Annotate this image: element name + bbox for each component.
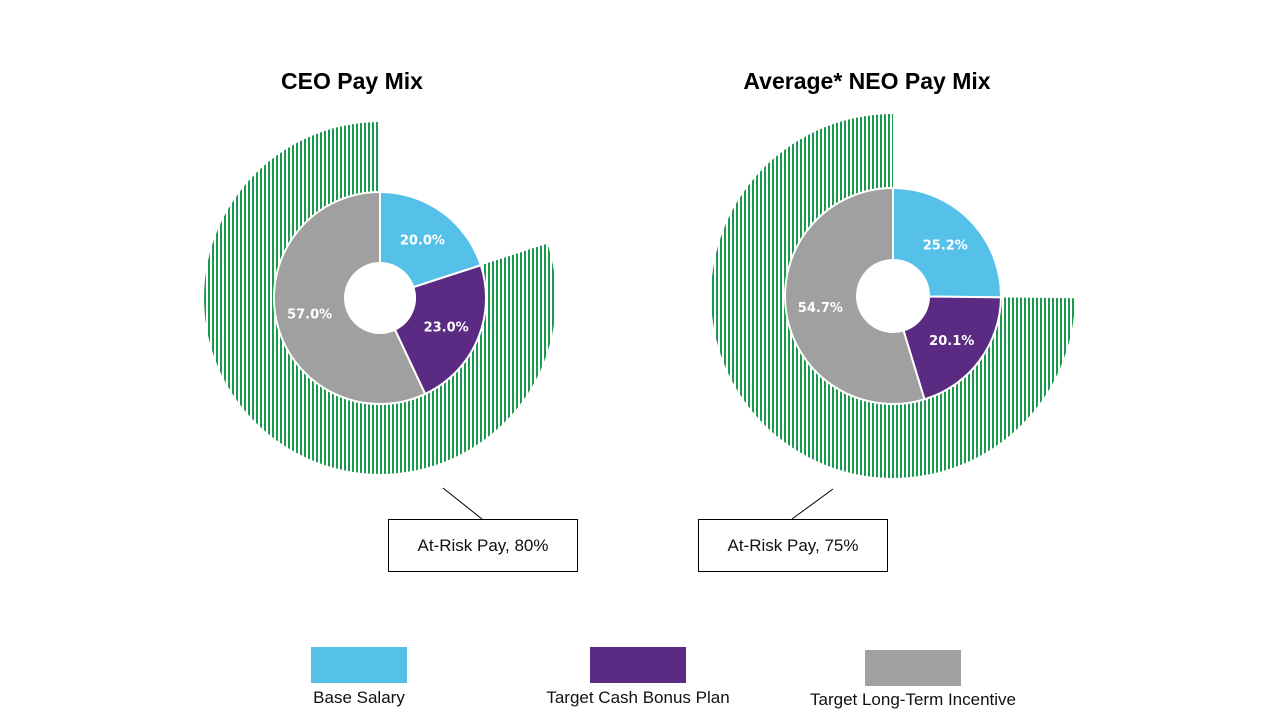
neo-data-label-cash-bonus: 20.1% <box>929 334 974 349</box>
neo-data-label-lti: 54.7% <box>798 301 843 316</box>
neo-slice-cash-bonus <box>902 295 1003 401</box>
legend-swatch <box>311 647 407 683</box>
neo-at-risk-callout: At-Risk Pay, 75% <box>698 519 888 572</box>
neo-data-label-base-salary: 25.2% <box>923 238 968 253</box>
neo-at-risk-ring <box>711 114 1075 478</box>
neo-callout-leader <box>791 488 834 520</box>
ceo-at-risk-callout: At-Risk Pay, 80% <box>388 519 578 572</box>
ceo-slice-base-salary <box>379 190 483 289</box>
neo-slice-base-salary <box>892 186 1002 299</box>
ceo-data-label-lti: 57.0% <box>287 308 332 323</box>
ceo-callout-leader <box>442 487 483 520</box>
ceo-slice-cash-bonus <box>393 263 487 396</box>
ceo-chart-title: CEO Pay Mix <box>281 68 423 94</box>
ceo-at-risk-ring <box>204 122 557 474</box>
ceo-data-label-cash-bonus: 23.0% <box>424 321 469 336</box>
ceo-data-label-base-salary: 20.0% <box>400 234 445 249</box>
legend-swatch <box>865 650 961 686</box>
legend-swatch <box>590 647 686 683</box>
neo-chart-title: Average* NEO Pay Mix <box>743 68 991 94</box>
legend-item-cash-bonus: Target Cash Bonus Plan <box>508 647 768 708</box>
ceo-slice-lti <box>273 190 427 405</box>
legend-item-base-salary: Base Salary <box>229 647 489 708</box>
legend-item-lti: Target Long-Term Incentive <box>783 650 1043 710</box>
legend-label: Target Long-Term Incentive <box>810 690 1016 709</box>
neo-slice-lti <box>784 186 926 405</box>
legend-label: Target Cash Bonus Plan <box>546 688 730 707</box>
legend-label: Base Salary <box>313 688 405 707</box>
